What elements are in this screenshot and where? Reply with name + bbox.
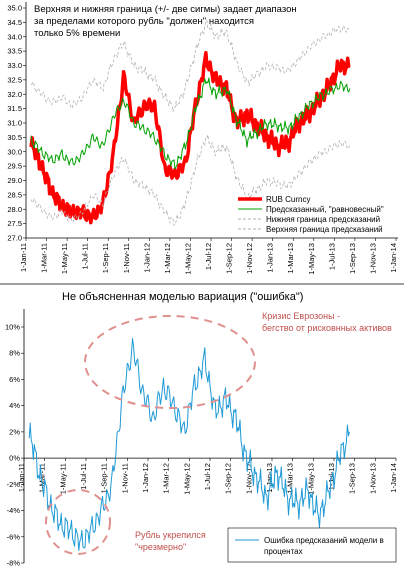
x-tick-label: 1-Mar-12 (162, 463, 171, 493)
annotation-ruble-line-1: Рубль укрепился (135, 530, 206, 540)
y-tick-label: 30.5 (7, 133, 22, 142)
y-tick-label: 29.0 (7, 176, 22, 185)
top-legend: RUB Curncy Предсказанный, "равновесный" … (238, 195, 384, 234)
x-tick-label: 1-Jul-13 (327, 243, 336, 270)
x-tick-label: 1-May-12 (183, 243, 192, 275)
x-tick-label: 1-Jan-11 (19, 243, 28, 272)
bottom-y-ticks: -8% -6% -4% -2% 0% 2% 4% 6% 8% 10% (5, 323, 24, 568)
x-tick-label: 1-May-13 (306, 463, 315, 495)
x-tick-label: 1-Mar-11 (38, 463, 47, 493)
top-x-ticks: 1-Jan-11 1-Mar-11 1-May-11 1-Jul-11 1-Sep-11… (19, 238, 398, 275)
y-tick-label: 31.0 (7, 119, 22, 128)
top-note-line-2: за пределами которого рубль "должен" нах… (34, 16, 254, 27)
y-tick-label: 6% (9, 375, 20, 384)
bottom-series (28, 337, 350, 551)
series-line (30, 19, 351, 112)
x-tick-label: 1-Jul-12 (204, 243, 213, 270)
annotation-eurozone-line-2: бегство от рисковнных активов (262, 323, 392, 333)
x-tick-label: 1-Jan-12 (142, 243, 151, 273)
series-line (30, 77, 351, 170)
top-chart: 27.0 27.5 28.0 28.5 29.0 29.5 30.0 30.5 31.0 31.5… (7, 2, 398, 275)
bottom-legend: Ошибка предсказаний модели в процентах (227, 527, 397, 563)
series-line (28, 337, 350, 551)
x-tick-label: 1-Mar-11 (40, 243, 49, 273)
series-line (29, 50, 351, 225)
bottom-legend-box (227, 527, 397, 563)
y-tick-label: -2% (7, 480, 21, 489)
x-tick-label: 1-Nov-13 (368, 463, 377, 494)
y-tick-label: 10% (5, 323, 20, 332)
y-tick-label: 29.5 (7, 162, 22, 171)
y-tick-label: 0% (9, 454, 20, 463)
x-tick-label: 1-Sep-12 (225, 243, 234, 274)
bottom-chart-title: Не объясненная моделью вариация ("ошибка… (62, 291, 303, 303)
x-tick-label: 1-Jan-13 (265, 463, 274, 493)
x-tick-label: 1-Mar-13 (286, 463, 295, 493)
x-tick-label: 1-Sep-13 (348, 463, 357, 494)
x-tick-label: 1-Jul-12 (203, 463, 212, 490)
y-tick-label: 32.5 (7, 75, 22, 84)
x-tick-label: 1-May-11 (60, 243, 69, 274)
x-tick-label: 1-Jul-11 (81, 243, 90, 270)
y-tick-label: 27.0 (7, 234, 22, 243)
y-tick-label: 33.5 (7, 47, 22, 56)
top-y-ticks: 27.0 27.5 28.0 28.5 29.0 29.5 30.0 30.5 31.0 31.5… (7, 4, 26, 243)
y-tick-label: 2% (9, 427, 20, 436)
x-tick-label: 1-Nov-12 (244, 463, 253, 494)
x-tick-label: 1-Sep-11 (101, 243, 110, 273)
x-tick-label: 1-Jan-13 (266, 243, 275, 273)
y-tick-label: 28.0 (7, 205, 22, 214)
legend-label-error-line-1: Ошибка предсказаний модели в (264, 536, 384, 545)
y-tick-label: 31.5 (7, 104, 22, 113)
top-note-line-3: только 5% времени (34, 28, 120, 39)
y-tick-label: -8% (7, 559, 21, 568)
x-tick-label: 1-Sep-13 (348, 243, 357, 274)
y-tick-label: -6% (7, 532, 21, 541)
legend-label-lower: Нижняя граница предсказаний (266, 215, 380, 224)
x-tick-label: 1-Mar-12 (163, 243, 172, 273)
y-tick-label: 28.5 (7, 190, 22, 199)
annotation-eurozone-line-1: Кризис Еврозоны - (262, 311, 340, 321)
y-tick-label: 30.0 (7, 147, 22, 156)
x-tick-label: 1-Sep-12 (224, 463, 233, 494)
top-note-line-1: Верхняя и нижняя граница (+/- две сигмы)… (34, 4, 297, 15)
y-tick-label: 32.0 (7, 90, 22, 99)
x-tick-label: 1-Nov-11 (122, 243, 131, 273)
x-tick-label: 1-May-13 (307, 243, 316, 275)
x-tick-label: 1-Jan-12 (141, 463, 150, 493)
x-tick-label: 1-Sep-11 (100, 463, 109, 493)
series-line (30, 134, 351, 227)
x-tick-label: 1-Jul-11 (79, 463, 88, 490)
y-tick-label: 27.5 (7, 219, 22, 228)
x-tick-label: 1-Jan-14 (389, 243, 398, 273)
x-tick-label: 1-Mar-13 (286, 243, 295, 273)
x-tick-label: 1-Nov-13 (368, 243, 377, 274)
legend-label-upper: Верхняя граница предсказаний (266, 225, 383, 234)
legend-label-error-line-2: процентах (264, 547, 303, 556)
x-tick-label: 1-May-11 (58, 463, 67, 494)
y-tick-label: 34.5 (7, 18, 22, 27)
x-tick-label: 1-Jan-14 (389, 463, 398, 493)
y-tick-label: -4% (7, 506, 21, 515)
y-tick-label: 8% (9, 349, 20, 358)
ruble-strengthened-ellipse (45, 489, 111, 555)
bottom-chart: Не объясненная моделью вариация ("ошибка… (5, 291, 398, 568)
y-tick-label: 35.0 (7, 4, 22, 13)
eurozone-crisis-ellipse (84, 315, 256, 409)
x-tick-label: 1-Nov-11 (120, 463, 129, 493)
annotation-ruble-line-2: "чрезмерно" (135, 542, 186, 552)
top-series (29, 19, 351, 227)
y-tick-label: 4% (9, 401, 20, 410)
y-tick-label: 34.0 (7, 32, 22, 41)
legend-label-rub: RUB Curncy (266, 195, 310, 204)
legend-label-predicted: Предсказанный, "равновесный" (266, 205, 384, 214)
x-tick-label: 1-May-12 (182, 463, 191, 495)
x-tick-label: 1-Nov-12 (245, 243, 254, 274)
x-tick-label: 1-Jan-11 (17, 463, 26, 492)
y-tick-label: 33.0 (7, 61, 22, 70)
